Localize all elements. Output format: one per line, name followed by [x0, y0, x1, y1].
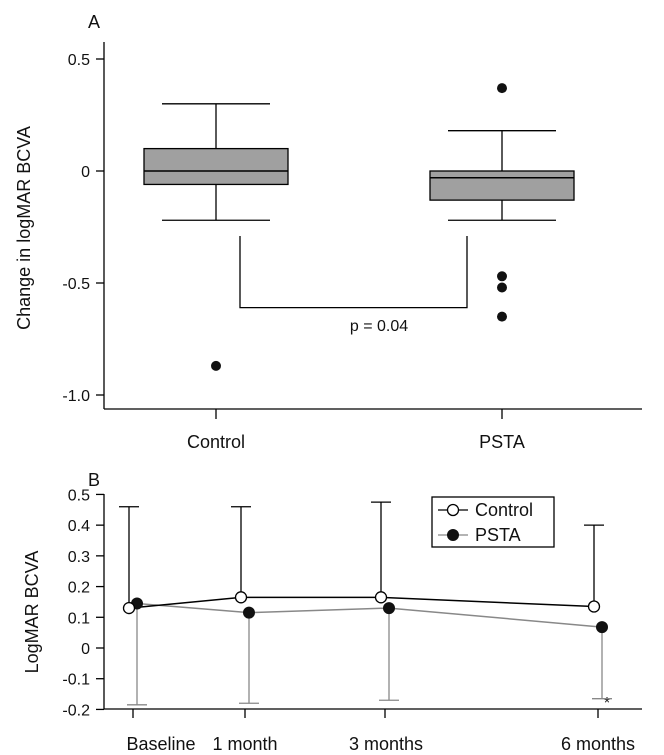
- outlier-point: [497, 271, 507, 282]
- psta-point: [243, 606, 255, 619]
- panel-b-y-tick-label: 0.3: [68, 549, 90, 566]
- panel-b-x-label-baseline: Baseline: [126, 734, 195, 754]
- panel-b-y-tick-label: -0.2: [62, 702, 90, 719]
- panel-b-y-tick-label: 0.2: [68, 580, 90, 597]
- box-iqr-psta: [429, 170, 575, 201]
- panel-a-y-tick-label: 0.5: [68, 52, 90, 69]
- p-value-label: p = 0.04: [350, 318, 408, 335]
- control-point: [374, 591, 388, 604]
- panel-b-y-tick-label: 0.4: [68, 518, 90, 535]
- panel-b-y-tick-label: 0.1: [68, 610, 90, 627]
- control-point: [587, 600, 601, 613]
- legend-label-psta: PSTA: [475, 525, 521, 545]
- panel-b-y-tick-label: 0: [81, 641, 90, 658]
- control-line: [128, 596, 595, 609]
- panel-a-label: A: [88, 12, 100, 32]
- panel-b-x-label-6-months: 6 months: [561, 734, 635, 754]
- panel-b-x-label-1-month: 1 month: [212, 734, 277, 754]
- panel-b-x-label-3-months: 3 months: [349, 734, 423, 754]
- outlier-point: [497, 282, 507, 293]
- panel-a-y-tick-label: -1.0: [62, 388, 90, 405]
- control-point: [122, 601, 136, 615]
- panel-a: A Change in logMAR BCVA Control PSTA p =…: [14, 12, 642, 452]
- outlier-point: [497, 83, 507, 94]
- panel-a-category-psta: PSTA: [479, 432, 525, 452]
- panel-a-y-tick-label: 0: [81, 164, 90, 181]
- panel-b-y-tick-label: -0.1: [62, 672, 90, 689]
- outlier-point: [497, 311, 507, 322]
- psta-point: [383, 602, 395, 615]
- significance-asterisk: *: [604, 695, 610, 712]
- panel-b-label: B: [88, 470, 100, 490]
- legend-marker-control: [446, 503, 460, 517]
- box-iqr-control: [143, 147, 289, 186]
- psta-point: [596, 621, 608, 634]
- legend-marker-psta: [447, 529, 459, 541]
- psta-line: [136, 602, 603, 628]
- outlier-point: [211, 360, 221, 371]
- panel-b: B LogMAR BCVA Baseline 1 month 3 months …: [22, 470, 642, 754]
- panel-b-y-tick-label: 0.5: [68, 487, 90, 504]
- panel-b-y-axis-title: LogMAR BCVA: [22, 551, 42, 674]
- panel-a-y-tick-label: -0.5: [62, 276, 90, 293]
- comparison-bracket: [239, 236, 468, 309]
- control-point: [234, 591, 248, 604]
- legend-label-control: Control: [475, 500, 533, 520]
- panel-a-y-axis-title: Change in logMAR BCVA: [14, 126, 34, 330]
- panel-a-category-control: Control: [187, 432, 245, 452]
